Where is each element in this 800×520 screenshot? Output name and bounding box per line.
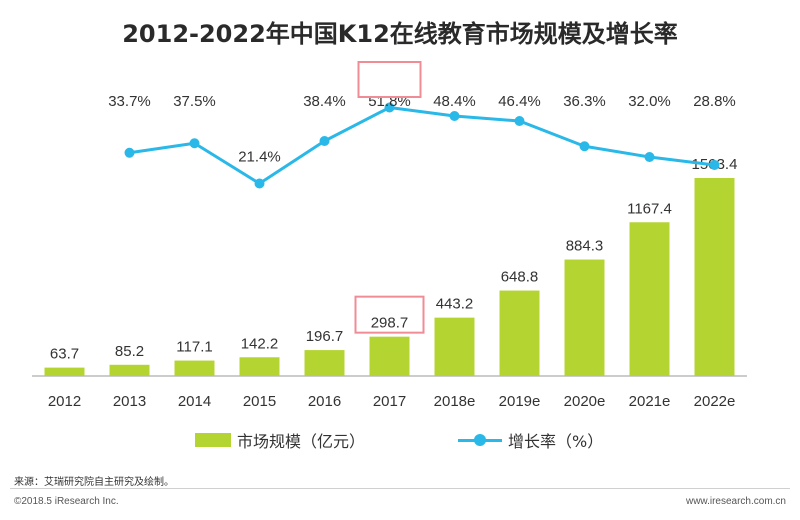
- growth-rate-point: [384, 102, 395, 113]
- bar-value-label: 142.2: [241, 335, 279, 352]
- bar-value-label: 1167.4: [627, 200, 672, 217]
- growth-rate-point: [644, 152, 655, 162]
- bar-value-label: 117.1: [176, 339, 212, 356]
- x-tick-label: 2018e: [434, 393, 476, 410]
- growth-rate-label: 51.8%: [368, 93, 411, 110]
- legend-item-market-size: 市场规模（亿元）: [195, 428, 365, 452]
- bar-2021e: [629, 222, 670, 376]
- growth-rate-point: [254, 178, 265, 189]
- x-tick-label: 2015: [243, 393, 276, 410]
- bar-value-label: 443.2: [436, 296, 474, 313]
- bar-value-label: 648.8: [501, 269, 539, 286]
- growth-rate-point: [514, 116, 525, 126]
- footer-divider: [10, 488, 790, 489]
- highlight-box-value: [354, 295, 425, 334]
- growth-rate-label: 32.0%: [628, 93, 671, 110]
- x-tick-label: 2022e: [694, 393, 736, 410]
- bar-2016: [304, 350, 345, 376]
- growth-rate-label: 48.4%: [433, 93, 476, 110]
- website-text: www.iresearch.com.cn: [685, 496, 786, 507]
- growth-rate-point: [579, 141, 590, 152]
- growth-rate-point: [189, 138, 200, 149]
- growth-rate-label: 38.4%: [303, 93, 346, 110]
- growth-rate-point: [124, 147, 135, 158]
- source-note: 来源：艾瑞研究院自主研究及绘制。: [14, 477, 174, 488]
- copyright-text: ©2018.5 iResearch Inc.: [14, 496, 119, 507]
- x-tick-label: 2014: [178, 393, 211, 410]
- bar-value-label: 63.7: [50, 346, 79, 363]
- bar-2020e: [564, 259, 605, 376]
- growth-rate-line: [129, 106, 715, 185]
- growth-rate-label: 33.7%: [108, 93, 151, 110]
- growth-rate-point: [449, 111, 460, 121]
- legend-line-label: 增长率（%）: [508, 432, 604, 451]
- x-tick-label: 2017: [373, 393, 406, 410]
- legend-bar-swatch: [195, 433, 231, 447]
- bar-value-label: 884.3: [566, 238, 604, 255]
- x-tick-label: 2012: [48, 393, 81, 410]
- legend-item-growth-rate: 增长率（%）: [458, 428, 603, 452]
- legend-bar-label: 市场规模（亿元）: [237, 432, 366, 451]
- bar-value-label: 85.2: [115, 343, 144, 360]
- x-tick-label: 2016: [308, 393, 341, 410]
- highlight-box-rate: [357, 61, 422, 98]
- bar-2014: [174, 360, 215, 376]
- growth-rate-label: 36.3%: [563, 93, 606, 110]
- bar-2017: [369, 336, 410, 376]
- growth-rate-label: 37.5%: [173, 93, 216, 110]
- bar-2013: [109, 364, 150, 376]
- x-tick-label: 2019e: [499, 393, 541, 410]
- bar-2019e: [499, 290, 540, 376]
- growth-rate-label: 21.4%: [238, 149, 281, 166]
- bar-2022e: [694, 178, 735, 376]
- chart-title: 2012-2022年中国K12在线教育市场规模及增长率: [122, 20, 678, 48]
- bar-2012: [44, 367, 85, 376]
- bar-2018e: [434, 317, 475, 376]
- growth-rate-label: 46.4%: [498, 93, 541, 110]
- x-tick-label: 2020e: [564, 393, 606, 410]
- growth-rate-point: [709, 160, 720, 170]
- x-tick-label: 2021e: [629, 393, 671, 410]
- bar-value-label: 298.7: [371, 315, 409, 332]
- bar-value-label: 196.7: [306, 328, 344, 345]
- growth-rate-point: [319, 136, 330, 146]
- x-tick-label: 2013: [113, 393, 146, 410]
- growth-rate-label: 28.8%: [693, 93, 736, 110]
- legend-line-swatch: [458, 433, 502, 447]
- bar-2015: [239, 357, 280, 376]
